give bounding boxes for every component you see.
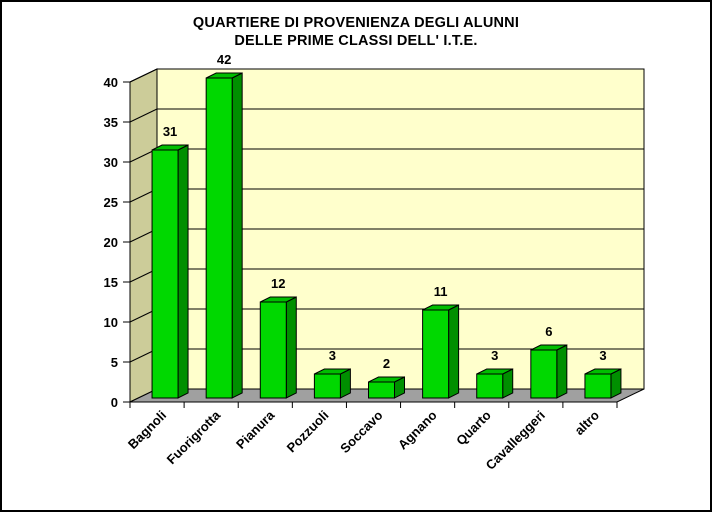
bar-side	[448, 304, 460, 399]
x-category-label: altro	[572, 407, 603, 438]
y-tick-label: 0	[111, 395, 118, 410]
x-category-label: Agnano	[395, 407, 440, 452]
bar-side	[285, 296, 297, 399]
bar-side	[177, 144, 189, 399]
bar-value-label: 6	[545, 324, 552, 339]
bar-front	[151, 149, 179, 399]
x-category-label: Fuorigrotta	[164, 407, 224, 467]
bar-value-label: 2	[383, 356, 390, 371]
chart-title: QUARTIERE DI PROVENIENZA DEGLI ALUNNI DE…	[2, 14, 710, 50]
y-tick-label: 5	[111, 355, 118, 370]
bar-front	[313, 373, 341, 399]
bar-value-label: 3	[329, 348, 336, 363]
chart-title-line1: QUARTIERE DI PROVENIENZA DEGLI ALUNNI	[192, 15, 520, 31]
x-category-label: Pozzuoli	[284, 408, 332, 456]
y-tick-label: 25	[104, 195, 118, 210]
bar-value-label: 42	[217, 52, 231, 67]
bar-value-label: 3	[491, 348, 498, 363]
bar-front	[422, 309, 450, 399]
bar-front	[205, 77, 233, 399]
y-tick-label: 30	[104, 155, 118, 170]
bar-front	[476, 373, 504, 399]
bar-front	[584, 373, 612, 399]
y-tick-label: 40	[104, 75, 118, 90]
bar-front	[530, 349, 558, 399]
gridline-side	[129, 68, 158, 83]
bar-side	[231, 72, 243, 399]
chart-title-line2: DELLE PRIME CLASSI DELL' I.T.E.	[234, 33, 478, 49]
y-tick-label: 10	[104, 315, 118, 330]
x-category-label: Quarto	[453, 407, 494, 448]
y-tick-label: 20	[104, 235, 118, 250]
x-category-label: Soccavo	[337, 407, 385, 455]
bar-value-label: 12	[271, 276, 285, 291]
bar-front	[259, 301, 287, 399]
bar-value-label: 31	[163, 124, 177, 139]
bar-value-label: 3	[599, 348, 606, 363]
x-category-label: Bagnoli	[125, 408, 169, 452]
gridline-side	[129, 108, 158, 123]
y-tick-label: 15	[104, 275, 118, 290]
x-category-label: Pianura	[233, 407, 278, 452]
y-tick-label: 35	[104, 115, 118, 130]
bar-side	[556, 344, 568, 399]
bar-value-label: 11	[434, 284, 448, 299]
bar-front	[368, 381, 395, 399]
